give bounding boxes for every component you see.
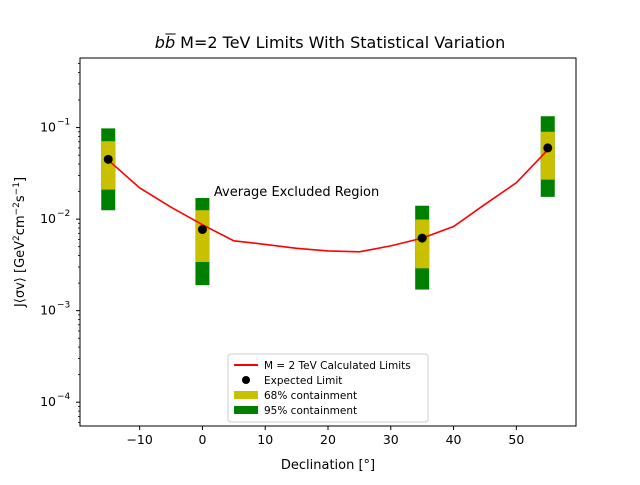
y-tick-exponent: −1 bbox=[57, 118, 70, 128]
x-tick-label: 30 bbox=[383, 432, 399, 447]
x-tick-label: −10 bbox=[126, 432, 152, 447]
y-axis: 10−110−210−310−4 bbox=[40, 63, 80, 423]
y-tick-label: 10 bbox=[40, 303, 56, 318]
band-68-bar bbox=[540, 131, 555, 180]
legend-label-expected: Expected Limit bbox=[264, 375, 342, 387]
y-tick-label: 10 bbox=[40, 211, 56, 226]
y-tick-exponent: −4 bbox=[57, 392, 71, 402]
legend: M = 2 TeV Calculated Limits Expected Lim… bbox=[227, 353, 429, 423]
x-tick-label: 50 bbox=[508, 432, 524, 447]
expected-limit-point bbox=[543, 143, 553, 153]
x-tick-label: 40 bbox=[446, 432, 462, 447]
y-axis-label: J⟨σv⟩ [GeV2cm−2s−1] bbox=[12, 177, 28, 308]
legend-95-swatch bbox=[234, 406, 258, 414]
legend-label-limits: M = 2 TeV Calculated Limits bbox=[264, 360, 411, 372]
expected-limit-point bbox=[197, 225, 207, 235]
y-tick-exponent: −3 bbox=[57, 301, 70, 311]
band-68-bar bbox=[195, 210, 210, 263]
legend-label-68: 68% containment bbox=[264, 390, 357, 402]
x-tick-label: 0 bbox=[198, 432, 206, 447]
y-tick-label: 10 bbox=[40, 394, 56, 409]
x-axis: −10 0 10 20 30 40 50 bbox=[126, 426, 524, 447]
x-tick-label: 10 bbox=[257, 432, 273, 447]
x-tick-label: 20 bbox=[320, 432, 336, 447]
expected-limit-point bbox=[103, 154, 113, 164]
legend-marker-swatch bbox=[242, 376, 250, 384]
x-axis-label: Declination [°] bbox=[281, 458, 375, 473]
expected-limit-point bbox=[417, 233, 427, 243]
band-68-bar bbox=[415, 219, 430, 269]
band-68-bar bbox=[101, 141, 116, 190]
legend-label-95: 95% containment bbox=[264, 405, 357, 417]
plot-area bbox=[101, 116, 555, 290]
limit-line bbox=[107, 149, 549, 253]
annotation-average-excluded-region: Average Excluded Region bbox=[214, 185, 379, 200]
y-tick-label: 10 bbox=[40, 120, 56, 135]
y-tick-exponent: −2 bbox=[57, 209, 70, 219]
chart-title: bb M=2 TeV Limits With Statistical Varia… bbox=[155, 33, 505, 52]
legend-box bbox=[227, 353, 429, 423]
legend-68-swatch bbox=[234, 391, 258, 399]
